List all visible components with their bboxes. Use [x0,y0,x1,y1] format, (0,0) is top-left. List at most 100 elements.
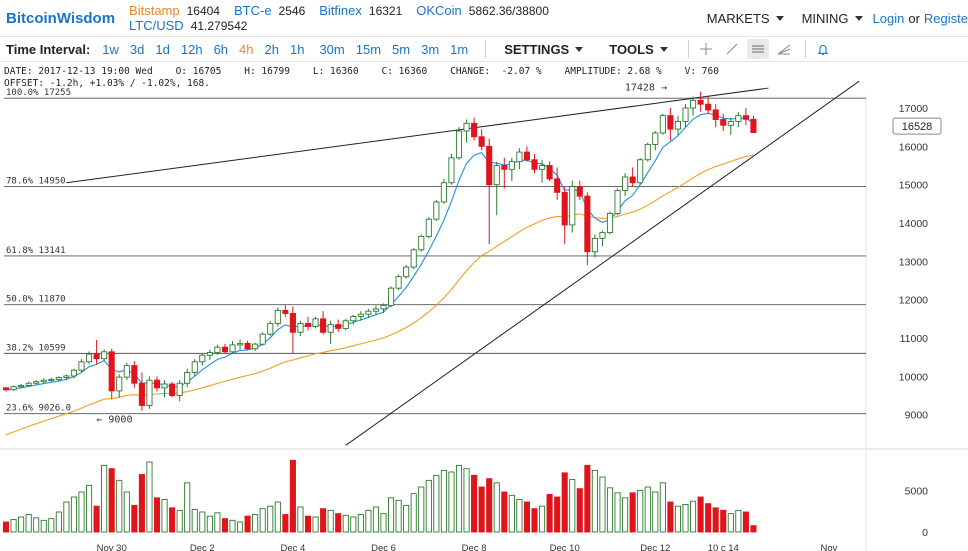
volume-bar [10,519,17,533]
volume-bar [244,515,251,533]
crosshair-icon[interactable] [695,39,717,59]
candle-body [169,383,176,396]
exchange-name: Bitfinex [319,3,362,18]
interval-1h[interactable]: 1h [289,41,305,57]
volume-bar [380,513,387,533]
volume-bar [705,503,712,533]
market-btc-e[interactable]: BTC-e 2546 [234,3,305,18]
interval-5m[interactable]: 5m [392,41,411,57]
interval-12h[interactable]: 12h [180,41,203,57]
volume-bar [335,513,342,533]
interval-1m[interactable]: 1m [450,41,469,57]
volume-bar [131,504,138,533]
candle-body [33,381,40,384]
register-link[interactable]: Registe [923,10,968,26]
candle-body [10,386,17,391]
fib-level-label: 38.2% 10599 [6,343,66,353]
candle-body [229,344,236,353]
volume-bar [372,506,380,533]
candle-body [674,120,681,130]
volume-bar [478,486,485,533]
volume-bar [327,509,334,533]
candle-body [659,115,666,134]
candle-body [2,387,10,391]
candle-body [584,195,591,253]
volume-bar [78,491,85,533]
toolbar-divider [687,40,689,58]
candle-body [433,201,440,220]
volume-bar [199,511,206,533]
price-annotation: 17428 → [625,83,667,94]
interval-15m[interactable]: 15m [355,41,382,57]
candle-body [576,186,583,197]
volume-bar [644,486,651,533]
volume-bar [403,504,410,533]
candle-body [395,276,402,289]
volume-bar [48,518,55,533]
candle-body [191,361,198,373]
interval-3d[interactable]: 3d [129,41,145,57]
candle-body [644,143,651,161]
exchange-name: Bitstamp [129,3,180,18]
markets-menu[interactable]: MARKETS [707,11,784,26]
market-bitfinex[interactable]: Bitfinex 16321 [319,3,402,18]
volume-bar [123,491,130,533]
volume-tick-label: 0 [922,527,928,539]
candle-body [372,308,380,312]
candle-body [267,322,274,335]
market-bitstamp[interactable]: Bitstamp 16404 [129,3,220,18]
x-axis-label: Dec 8 [462,543,487,551]
settings-menu[interactable]: SETTINGS [504,42,584,57]
market-okcoin[interactable]: OKCoin 5862.36/38800 [416,3,549,18]
volume-bar [395,499,402,533]
candle-body [161,383,168,389]
volume-bar [229,519,236,533]
volume-bar [667,501,674,533]
volume-bar [637,489,644,533]
volume-bar [282,514,289,533]
candle-body [735,115,742,122]
interval-2h[interactable]: 2h [264,41,279,57]
volume-bar [720,509,727,533]
line-draw-icon[interactable] [721,39,743,59]
candle-body [690,99,697,109]
market-ltc-usd[interactable]: LTC/USD 41.279542 [129,18,247,33]
tools-menu[interactable]: TOOLS [609,42,668,57]
y-tick-label: 17000 [899,103,928,115]
candle-body [320,318,327,333]
login-link[interactable]: Login [872,10,905,26]
candle-body [48,378,55,381]
candle-body [622,176,629,191]
interval-3m[interactable]: 3m [421,41,440,57]
volume-bar [493,482,500,533]
candle-body [667,115,674,130]
interval-4h[interactable]: 4h [239,41,254,57]
volume-bar [735,509,742,533]
volume-bar [146,461,153,533]
volume-bar [652,491,659,533]
volume-bar [554,496,561,533]
interval-1w[interactable]: 1w [102,41,119,57]
interval-30m[interactable]: 30m [319,41,345,57]
candle-body [184,372,191,384]
volume-bar [448,471,455,533]
interval-1d[interactable]: 1d [155,41,170,57]
candle-body [425,218,432,237]
tools-label: TOOLS [609,41,654,57]
candle-body [63,375,70,378]
volume-bar [108,468,115,533]
interval-6h[interactable]: 6h [213,41,229,57]
candle-body [561,191,568,226]
y-tick-label: 14000 [899,218,928,230]
candle-body [727,120,734,126]
candle-body [199,354,206,363]
fan-icon[interactable] [773,39,795,59]
candle-body [682,107,689,122]
volume-bar [727,513,734,533]
volume-bar [93,505,100,533]
mining-menu[interactable]: MINING [802,11,863,26]
horizontal-lines-icon[interactable] [746,39,769,59]
brand-logo[interactable]: BitcoinWisdom [6,9,116,27]
bell-icon[interactable] [812,39,834,59]
